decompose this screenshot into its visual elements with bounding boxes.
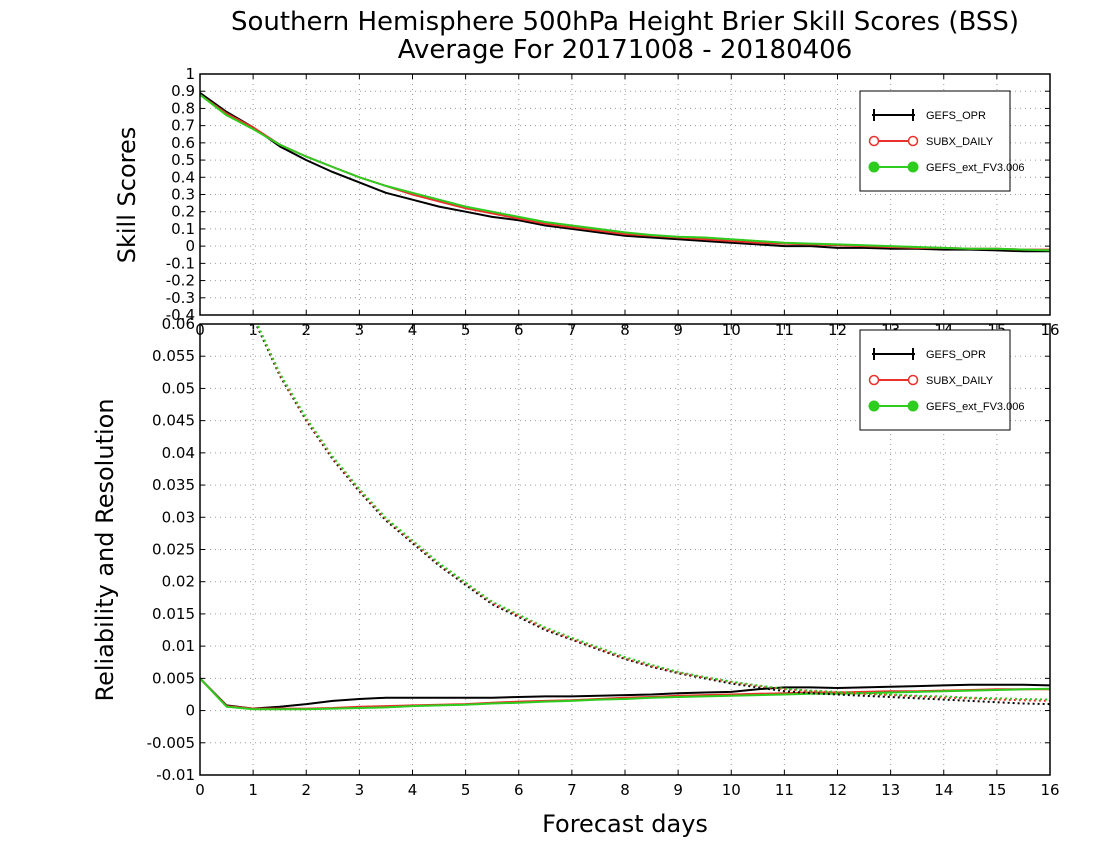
legend-label: GEFS_OPR bbox=[926, 110, 986, 122]
y-tick-label: 1 bbox=[185, 65, 195, 83]
x-tick-label: 4 bbox=[408, 781, 418, 799]
y-tick-label: 0.055 bbox=[152, 347, 195, 365]
legend-label: SUBX_DAILY bbox=[926, 375, 994, 387]
x-tick-label: 12 bbox=[828, 781, 847, 799]
y-tick-label: 0.05 bbox=[162, 379, 195, 397]
series-group bbox=[200, 92, 1050, 253]
y-tick-label: 0.5 bbox=[171, 151, 195, 169]
x-tick-label: 8 bbox=[620, 781, 630, 799]
y-tick-label: -0.4 bbox=[166, 306, 195, 324]
y-tick-label: 0.025 bbox=[152, 541, 195, 559]
skill-scores-panel: 012345678910111213141516-0.4-0.3-0.2-0.1… bbox=[166, 65, 1060, 339]
legend-label: GEFS_ext_FV3.006 bbox=[926, 401, 1024, 413]
x-tick-label: 0 bbox=[195, 781, 205, 799]
reliability-resolution-panel: 0 1 2 3 4 5 6 7 8 9 10 11 12 13 14 15 16-0.01-0.00500.00… bbox=[147, 315, 1060, 799]
y-tick-label: 0 bbox=[185, 237, 195, 255]
y-tick-label: 0.2 bbox=[171, 203, 195, 221]
x-tick-label: 5 bbox=[461, 781, 471, 799]
series-line-gefs-opr-dotted bbox=[254, 324, 1050, 706]
chart-title-line2: Average For 20171008 - 20180406 bbox=[398, 35, 853, 65]
y-tick-label: 0.06 bbox=[162, 315, 195, 333]
legend-marker-open-circle bbox=[907, 374, 919, 386]
y-tick-label: -0.01 bbox=[156, 766, 195, 784]
y-tick-label: 0.005 bbox=[152, 669, 195, 687]
y-tick-label: 0.4 bbox=[171, 168, 195, 186]
legend-marker-filled-circle bbox=[907, 161, 919, 173]
y-tick-label: 0.7 bbox=[171, 117, 195, 135]
legend-label: GEFS_OPR bbox=[926, 349, 986, 361]
x-tick-label: 15 bbox=[987, 781, 1006, 799]
y-tick-label: -0.1 bbox=[166, 254, 195, 272]
series-line-gefs-ext-fv3-006 bbox=[200, 93, 1050, 252]
x-tick-label: 16 bbox=[1040, 781, 1059, 799]
series-line-gefs-ext-fv3-006 bbox=[200, 677, 1050, 711]
x-tick-label: 11 bbox=[775, 781, 794, 799]
legend-label: GEFS_ext_FV3.006 bbox=[926, 162, 1024, 174]
y-tick-label: 0.02 bbox=[162, 573, 195, 591]
legend-marker-filled-circle bbox=[907, 400, 919, 412]
x-tick-label: 14 bbox=[934, 781, 953, 799]
series-group bbox=[200, 324, 1050, 711]
legend: GEFS_OPR SUBX_DAILY GEFS_ext_FV3.006 bbox=[859, 90, 1024, 192]
series-line-gefs-ext-fv3-006-dotted bbox=[256, 324, 1050, 701]
top-y-axis-title: Skill Scores bbox=[113, 127, 141, 264]
x-tick-label: 10 bbox=[722, 781, 741, 799]
y-tick-label: -0.2 bbox=[166, 272, 195, 290]
y-tick-label: 0.9 bbox=[171, 82, 195, 100]
legend-marker-open-circle bbox=[868, 374, 880, 386]
x-tick-label: 6 bbox=[514, 781, 524, 799]
series-line-gefs-opr bbox=[200, 677, 1050, 710]
x-tick-label: 3 bbox=[355, 781, 365, 799]
y-tick-label: 0.8 bbox=[171, 99, 195, 117]
x-tick-label: 1 bbox=[248, 781, 258, 799]
y-tick-label: 0.01 bbox=[162, 637, 195, 655]
legend-marker-open-circle bbox=[907, 135, 919, 147]
series-line-gefs-opr bbox=[200, 92, 1050, 253]
legend-label: SUBX_DAILY bbox=[926, 136, 994, 148]
y-tick-label: 0.015 bbox=[152, 605, 195, 623]
bottom-y-axis-title: Reliability and Resolution bbox=[91, 398, 119, 701]
legend-marker-filled-circle bbox=[868, 400, 880, 412]
y-tick-label: 0.04 bbox=[162, 444, 195, 462]
x-axis-title: Forecast days bbox=[542, 810, 708, 838]
y-tick-label: 0.6 bbox=[171, 134, 195, 152]
y-tick-label: 0 bbox=[185, 702, 195, 720]
y-tick-label: 0.1 bbox=[171, 220, 195, 238]
y-tick-label: -0.005 bbox=[147, 734, 195, 752]
legend: GEFS_OPR SUBX_DAILY GEFS_ext_FV3.006 bbox=[859, 329, 1024, 431]
y-tick-label: -0.3 bbox=[166, 289, 195, 307]
legend-marker-filled-circle bbox=[868, 161, 880, 173]
y-tick-label: 0.035 bbox=[152, 476, 195, 494]
y-tick-label: 0.045 bbox=[152, 412, 195, 430]
x-tick-label: 2 bbox=[301, 781, 311, 799]
y-tick-label: 0.03 bbox=[162, 508, 195, 526]
y-tick-label: 0.3 bbox=[171, 186, 195, 204]
x-tick-label: 13 bbox=[881, 781, 900, 799]
legend-marker-open-circle bbox=[868, 135, 880, 147]
chart-title-line1: Southern Hemisphere 500hPa Height Brier … bbox=[231, 7, 1019, 37]
x-tick-label: 9 bbox=[673, 781, 683, 799]
x-tick-label: 7 bbox=[567, 781, 577, 799]
